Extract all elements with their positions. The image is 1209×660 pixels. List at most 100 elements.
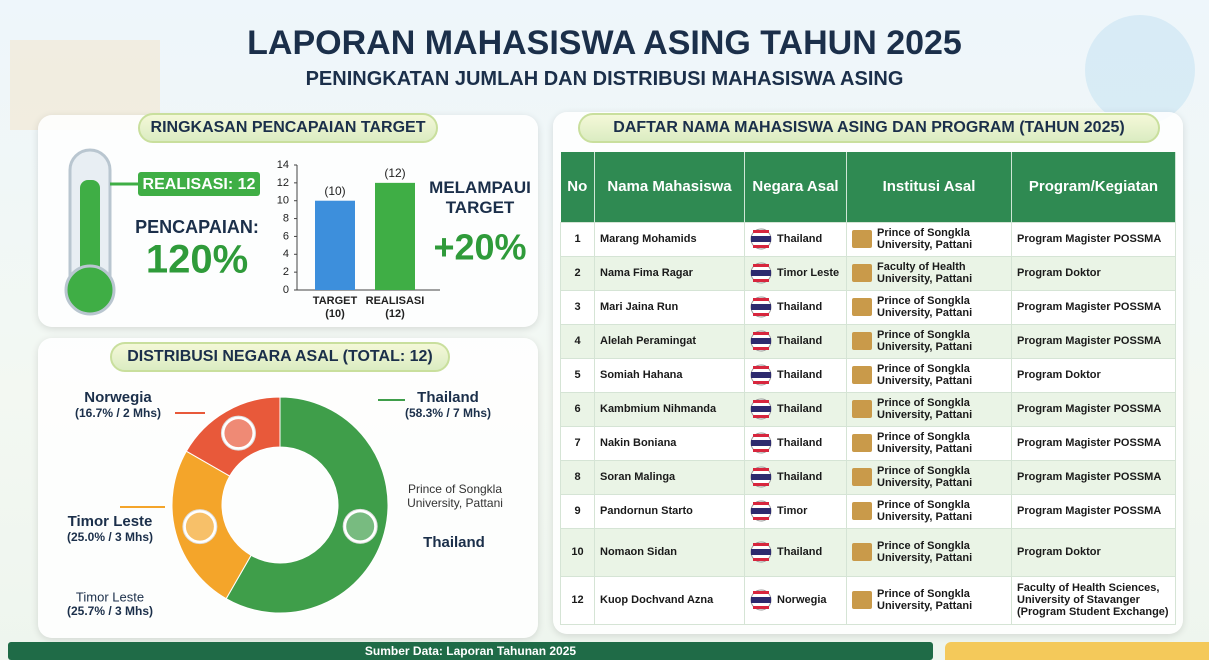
realisasi-box [138,172,260,196]
institution-text: Prince of Songkla University, Pattani [877,397,973,421]
flag-stripe [753,400,769,403]
donut-slice [225,396,389,614]
table-cell: Nama Fima Ragar [594,255,745,291]
table-cell: Marang Mohamids [594,221,745,257]
flag [750,589,772,611]
institution-cell: Prince of Songkla University, Pattani [852,329,1006,353]
institution-cell: Prince of Songkla University, Pattani [852,227,1006,251]
institution-icon [852,502,872,520]
flag-stripe [753,415,769,418]
table-row: 5 Somiah Hahana Thailand Prince of Songkla … [560,357,1176,393]
table-cell: Program Doktor [1011,527,1176,577]
table-cell: Prince of Songkla University, Pattani [846,391,1012,427]
flag-stripe [751,508,771,514]
table-cell: 10 [560,527,595,577]
table-cell: Timor Leste [744,255,847,291]
legend-label: Norwegia [84,389,152,406]
table-cell: Somiah Hahana [594,357,745,393]
institution-text: Prince of Songkla University, Pattani [877,329,973,353]
flag-stripe [751,406,771,412]
table-heading: DAFTAR NAMA MAHASISWA ASING DAN PROGRAM … [578,113,1160,143]
flag-stripe [751,440,771,446]
flag [750,541,772,563]
flag-stripe [753,502,769,505]
country-text: Timor Leste [777,267,840,279]
institution-text: Prince of Songkla University, Pattani [877,499,973,523]
country-text: Thailand [777,403,823,415]
country-cell: Thailand [750,296,841,318]
table-row: 10 Nomaon Sidan Thailand Prince of Songkla … [560,527,1176,577]
table-cell: Prince of Songkla University, Pattani [846,527,1012,577]
y-tick-label: 4 [283,248,289,260]
institution-icon [852,434,872,452]
table-cell: Faculty of Health University, Pattani [846,255,1012,291]
flag-stripe [753,449,769,452]
student-table: No Nama Mahasiswa Negara Asal Institusi Asa… [560,152,1176,625]
table-cell: Pandornun Starto [594,493,745,529]
institution-cell: Prince of Songkla University, Pattani [852,465,1006,489]
table-cell: Prince of Songkla University, Pattani [846,289,1012,325]
institution-cell: Prince of Songkla University, Pattani [852,588,1006,612]
x-tick-label: REALISASI (12) [365,295,425,320]
table-cell: Prince of Songkla University, Pattani [846,323,1012,359]
x-tick-label: TARGET (10) [312,295,358,320]
table-cell: 3 [560,289,595,325]
y-tick-label: 10 [277,195,289,207]
institution-text: Prince of Songkla University, Pattani [877,465,973,489]
country-cell: Thailand [750,228,841,250]
institution-cell: Prince of Songkla University, Pattani [852,295,1006,319]
country-text: Thailand [777,437,823,449]
flag [750,364,772,386]
institution-text: Prince of Songkla University, Pattani [877,363,973,387]
value-label: (25.0% / 3 Mhs) [67,530,153,544]
institution-text: Prince of Songkla University, Pattani [877,588,973,612]
table-row: 4 Alelah Peramingat Thailand Prince of Song… [560,323,1176,359]
annotation: Timor Leste [76,589,144,604]
table-cell: Thailand [744,289,847,325]
table-cell: Thailand [744,425,847,461]
table-cell: Program Magister POSSMA [1011,493,1176,529]
table-cell: Program Magister POSSMA [1011,391,1176,427]
table-cell: 2 [560,255,595,291]
flag-stripe [753,245,769,248]
value-label: (12) [384,166,405,180]
table-cell: Alelah Peramingat [594,323,745,359]
summary-heading: RINGKASAN PENCAPAIAN TARGET [138,113,438,143]
flag-stripe [753,264,769,267]
institution-cell: Prince of Songkla University, Pattani [852,540,1006,564]
table-cell: Program Doktor [1011,255,1176,291]
institution-text: Prince of Songkla University, Pattani [877,295,973,319]
table-cell: Soran Malinga [594,459,745,495]
value-label: (58.3% / 7 Mhs) [405,406,491,420]
annotation: Thailand [423,534,485,551]
table-cell: Program Doktor [1011,357,1176,393]
institution-text: Prince of Songkla University, Pattani [877,431,973,455]
flag-stripe [753,332,769,335]
table-cell: Mari Jaina Run [594,289,745,325]
flag-stripe [753,468,769,471]
column-header: No [560,152,595,222]
column-header: Program/Kegiatan [1011,152,1176,222]
table-cell: 5 [560,357,595,393]
flag [750,296,772,318]
table-cell: 9 [560,493,595,529]
source: Sumber Data: Laporan Tahunan 2025 [8,642,933,660]
institution-icon [852,230,872,248]
country-cell: Thailand [750,364,841,386]
flag-stripe [751,270,771,276]
country-cell: Thailand [750,398,841,420]
country-cell: Thailand [750,432,841,454]
flag-stripe [753,279,769,282]
country-cell: Thailand [750,330,841,352]
flag [750,432,772,454]
institution-icon [852,366,872,384]
institution-cell: Prince of Songkla University, Pattani [852,363,1006,387]
institution-text: Prince of Songkla University, Pattani [877,227,973,251]
flag-stripe [753,366,769,369]
y-tick-label: 6 [283,230,289,242]
table-row: 9 Pandornun Starto Timor Prince of Songkla … [560,493,1176,529]
table-cell: 6 [560,391,595,427]
institution-icon [852,468,872,486]
flag-stripe [753,606,769,609]
